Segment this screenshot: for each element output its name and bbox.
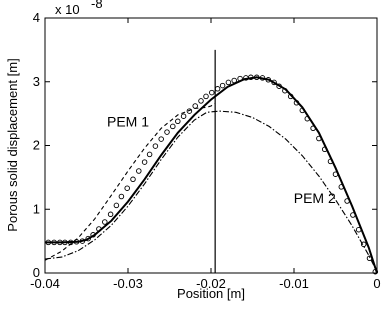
series-point xyxy=(175,118,181,125)
series-point xyxy=(209,89,215,96)
y-axis-title: Porous solid displacement [m] xyxy=(5,58,20,231)
x-axis-title: Position [m] xyxy=(177,286,245,301)
series-point xyxy=(146,151,153,158)
x-tick-label: -0.03 xyxy=(113,276,143,291)
series-point xyxy=(293,100,300,106)
series-point xyxy=(344,198,350,204)
x-tick-label: -0.02 xyxy=(196,276,226,291)
series-point xyxy=(158,136,164,142)
series-line-dashdot xyxy=(44,110,378,272)
y-tick-label: 4 xyxy=(33,10,40,25)
series-point xyxy=(231,77,237,84)
series-point xyxy=(164,129,170,135)
annotation-label: PEM 2 xyxy=(294,190,336,206)
y-multiplier: x 10 xyxy=(55,2,80,17)
series-point xyxy=(299,107,306,114)
series-point xyxy=(118,193,125,200)
y-axis-ticks: 0 1 2 3 4 xyxy=(33,10,377,280)
series-point xyxy=(282,87,288,94)
series-point xyxy=(186,108,193,114)
series-point xyxy=(310,125,316,132)
series-point xyxy=(113,202,120,209)
series-point xyxy=(90,232,96,238)
series-point xyxy=(124,185,130,191)
x-tick-label: -0.04 xyxy=(30,276,60,291)
x-axis-ticks: -0.04 -0.03 -0.02 -0.01 0 xyxy=(30,18,381,291)
series-point xyxy=(45,239,52,246)
series-point xyxy=(203,93,209,100)
series-point xyxy=(102,219,108,225)
annotations: PEM 1 PEM 2 xyxy=(107,113,336,206)
series-point xyxy=(180,113,187,119)
y-tick-label: 0 xyxy=(33,265,40,280)
series-point xyxy=(265,77,272,83)
series-point xyxy=(79,238,86,244)
series-point xyxy=(304,115,311,122)
series-point xyxy=(253,74,260,81)
series-point xyxy=(152,143,159,149)
series-point xyxy=(51,239,57,246)
series-point xyxy=(355,226,362,233)
series-point xyxy=(316,135,322,142)
series-point xyxy=(338,184,345,190)
series-point xyxy=(366,255,373,262)
series-point xyxy=(321,146,328,153)
series-point xyxy=(85,235,91,242)
y-tick-label: 1 xyxy=(33,201,40,216)
y-exponent: -8 xyxy=(91,0,103,11)
series-layer xyxy=(44,74,379,275)
series-point xyxy=(136,168,142,174)
series-point xyxy=(62,239,68,246)
series-point xyxy=(107,211,114,218)
x-tick-label: 0 xyxy=(373,276,380,291)
series-point xyxy=(198,98,204,104)
series-point xyxy=(67,239,74,246)
series-point xyxy=(141,159,148,165)
annotation-label: PEM 1 xyxy=(107,113,149,129)
series-point xyxy=(332,171,339,177)
series-point xyxy=(96,226,102,232)
series-point xyxy=(350,212,356,218)
series-point xyxy=(248,74,254,81)
y-tick-label: 3 xyxy=(33,74,40,89)
series-point xyxy=(170,123,176,130)
series-point xyxy=(276,83,282,89)
series-point xyxy=(219,82,226,89)
series-point xyxy=(287,93,294,100)
series-point xyxy=(372,268,379,275)
series-point xyxy=(259,75,266,81)
series-point xyxy=(237,75,243,82)
series-point xyxy=(130,176,136,183)
y-tick-label: 2 xyxy=(33,138,40,153)
series-point xyxy=(225,79,232,86)
series-point xyxy=(271,79,277,86)
x-tick-label: -0.01 xyxy=(279,276,309,291)
series-point xyxy=(327,158,334,165)
